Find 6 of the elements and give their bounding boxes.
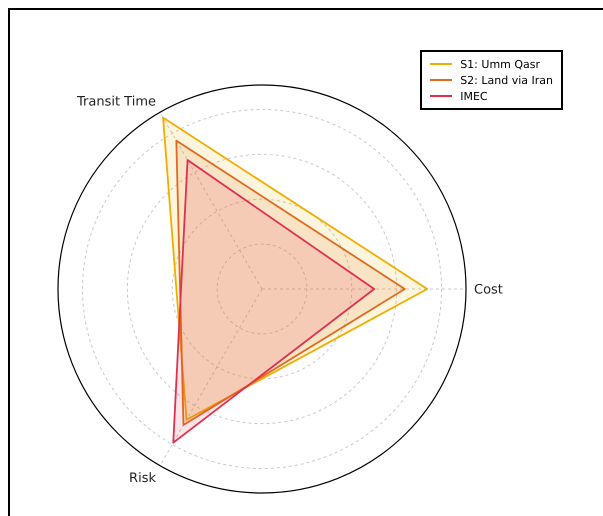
spoke-label: Transit Time xyxy=(76,94,156,110)
legend-label: S1: Umm Qasr xyxy=(460,58,540,70)
spoke-label: Cost xyxy=(474,282,503,298)
legend-label: S2: Land via Iran xyxy=(460,74,553,86)
spoke-label: Risk xyxy=(129,470,156,486)
legend-label: IMEC xyxy=(460,90,488,102)
